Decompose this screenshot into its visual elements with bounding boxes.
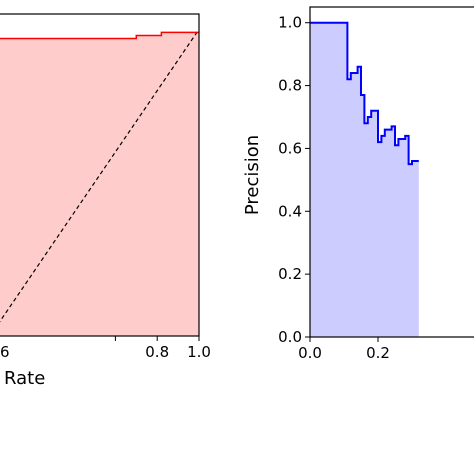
precision-area-fill — [310, 22, 419, 337]
roc-x-axis-label: Rate — [4, 368, 45, 389]
y-tick-label: 0.6 — [278, 139, 302, 157]
x-tick-label: 0.0 — [298, 344, 322, 362]
y-tick-label: 0.4 — [278, 202, 302, 220]
roc-panel: 6 0.8 1.0 Rate — [0, 13, 211, 389]
roc-curve-line — [0, 31, 199, 40]
precision-plot-frame — [309, 6, 474, 338]
chance-diagonal-line — [0, 28, 200, 323]
y-tick-label: 1.0 — [278, 14, 302, 32]
x-tick-label: 1.0 — [187, 343, 211, 361]
y-tick-label: 0.8 — [278, 77, 302, 95]
roc-plot-frame — [0, 13, 200, 337]
x-tick-label: 0.2 — [366, 344, 390, 362]
y-tick-label: 0.0 — [278, 328, 302, 346]
precision-panel: 0.0 0.2 0.0 0.2 0.4 0.6 0.8 1.0 Precision — [242, 6, 474, 362]
precision-y-axis-label: Precision — [242, 135, 263, 215]
y-tick-label: 0.2 — [278, 265, 302, 283]
roc-area-fill — [0, 32, 199, 336]
precision-step-line — [310, 21, 419, 166]
x-tick-label: 6 — [0, 343, 10, 361]
x-tick-label: 0.8 — [145, 343, 169, 361]
